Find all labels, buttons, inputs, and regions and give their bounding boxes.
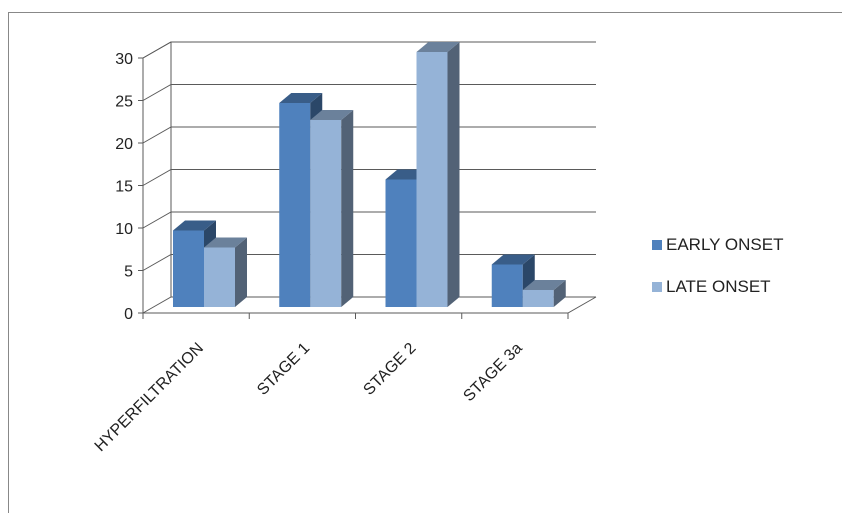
y-tick-label: 5 <box>124 264 133 281</box>
x-tick-label: STAGE 2 <box>360 340 419 399</box>
x-tick-label: HYPERFILTRATION <box>92 340 207 455</box>
bar-side-face <box>447 42 460 307</box>
y-tick-label: 10 <box>115 221 133 238</box>
gridline <box>142 126 596 144</box>
bar-late-onset <box>522 290 554 307</box>
bar-early-onset <box>173 230 204 307</box>
legend-swatch <box>652 282 662 292</box>
bar-side-face <box>553 280 566 307</box>
bar-top-face <box>522 280 566 290</box>
legend-label: EARLY ONSET <box>666 235 783 254</box>
legend: EARLY ONSET LATE ONSET <box>652 235 783 296</box>
y-tick-label: 20 <box>115 136 133 153</box>
bar-top-face <box>173 220 216 231</box>
bar-early-onset <box>279 103 311 307</box>
bar-side-face <box>235 237 247 307</box>
chart-frame <box>8 12 842 513</box>
y-tick-label: 25 <box>115 94 133 111</box>
y-tick-label: 30 <box>115 51 133 68</box>
legend-label: LATE ONSET <box>666 277 771 296</box>
bar-top-face <box>416 42 460 52</box>
bar-late-onset <box>310 120 342 307</box>
y-tick-label: 15 <box>115 179 133 196</box>
bar-top-face <box>491 254 535 265</box>
legend-swatch <box>652 240 662 250</box>
bar-early-onset <box>385 179 417 307</box>
gridline <box>142 84 596 101</box>
bar-side-face <box>341 110 354 307</box>
gridline <box>142 169 596 186</box>
bar-early-onset <box>491 264 523 307</box>
axes <box>138 57 597 319</box>
y-tick-label: 0 <box>124 306 133 323</box>
x-tick-label: STAGE 1 <box>254 340 313 399</box>
x-tick-labels: HYPERFILTRATION STAGE 1 STAGE 2 STAGE 3a <box>92 340 526 455</box>
bar-top-face <box>310 110 354 120</box>
bar-top-face <box>279 93 323 103</box>
bar-late-onset <box>416 52 448 307</box>
bars <box>173 42 566 307</box>
y-tick-labels: 0 5 10 15 20 25 30 <box>115 51 133 323</box>
back-wall-top <box>142 41 596 59</box>
gridline <box>142 41 596 59</box>
x-tick-label: STAGE 3a <box>460 340 525 405</box>
bar-top-face <box>204 237 247 248</box>
bar-late-onset <box>204 247 235 307</box>
